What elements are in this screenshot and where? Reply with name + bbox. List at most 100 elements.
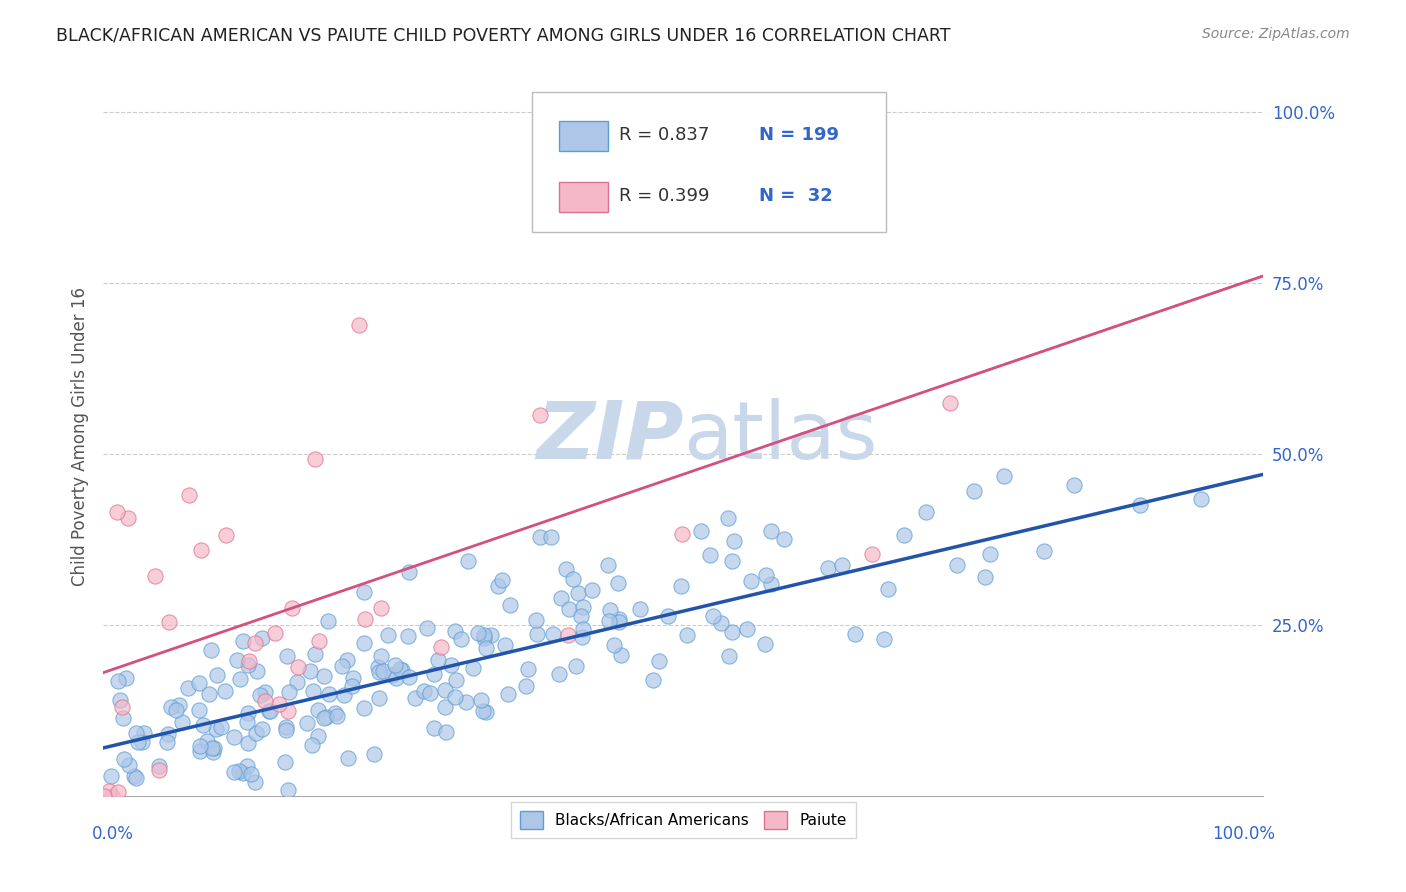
Point <box>127 735 149 749</box>
FancyBboxPatch shape <box>560 120 607 151</box>
Point <box>499 598 522 612</box>
Point <box>367 659 389 673</box>
Point <box>690 524 713 538</box>
Point <box>323 706 346 720</box>
Point <box>100 769 122 783</box>
Point <box>122 769 145 783</box>
Point <box>111 700 134 714</box>
Point <box>430 640 453 654</box>
Point <box>301 683 323 698</box>
Point <box>461 661 484 675</box>
Point <box>277 783 299 797</box>
Point <box>562 572 585 586</box>
Point <box>245 726 267 740</box>
Point <box>276 648 298 663</box>
Point <box>817 561 839 575</box>
Point <box>252 722 274 736</box>
Point <box>202 741 225 756</box>
Point <box>209 720 232 734</box>
Point <box>159 700 181 714</box>
Point <box>993 468 1015 483</box>
Text: N = 199: N = 199 <box>759 126 839 144</box>
Point <box>363 747 385 761</box>
Point <box>472 631 495 645</box>
Point <box>165 703 187 717</box>
Point <box>565 659 588 673</box>
Point <box>571 608 593 623</box>
Point <box>413 684 436 698</box>
Point <box>107 785 129 799</box>
Point <box>524 613 547 627</box>
Point <box>389 662 412 676</box>
Point <box>381 668 404 682</box>
Point <box>467 625 489 640</box>
Point <box>157 615 180 629</box>
Point <box>201 740 224 755</box>
FancyBboxPatch shape <box>533 92 886 232</box>
Point <box>529 408 551 422</box>
Point <box>93 789 115 803</box>
Point <box>314 669 336 683</box>
Point <box>526 626 548 640</box>
Point <box>198 687 221 701</box>
Point <box>423 721 446 735</box>
Point <box>125 771 148 785</box>
Text: Source: ZipAtlas.com: Source: ZipAtlas.com <box>1202 27 1350 41</box>
Point <box>607 612 630 626</box>
Point <box>398 670 420 684</box>
Point <box>308 633 330 648</box>
Text: 100.0%: 100.0% <box>1212 824 1275 843</box>
Point <box>170 714 193 729</box>
Point <box>207 668 229 682</box>
Point <box>195 733 218 747</box>
Point <box>274 755 297 769</box>
Point <box>301 738 323 752</box>
Point <box>229 672 252 686</box>
Point <box>330 659 353 673</box>
Point <box>259 705 281 719</box>
Point <box>326 709 349 723</box>
Point <box>318 686 340 700</box>
Point <box>370 648 392 663</box>
Point <box>201 745 224 759</box>
Point <box>342 671 364 685</box>
Point <box>257 704 280 718</box>
Point <box>723 533 745 548</box>
Point <box>494 639 516 653</box>
Point <box>342 679 364 693</box>
Point <box>337 751 360 765</box>
Point <box>115 671 138 685</box>
Point <box>472 628 495 642</box>
Point <box>893 528 915 542</box>
Point <box>541 626 564 640</box>
Point <box>517 662 540 676</box>
Point <box>200 643 222 657</box>
Point <box>384 671 406 685</box>
Point <box>287 659 309 673</box>
Point <box>298 664 321 678</box>
Point <box>550 591 572 606</box>
Point <box>384 658 406 673</box>
Point <box>315 710 337 724</box>
Point <box>759 577 782 591</box>
Point <box>628 601 651 615</box>
Text: ZIP: ZIP <box>536 398 683 475</box>
Point <box>475 706 498 720</box>
Point <box>529 530 551 544</box>
Point <box>1189 492 1212 507</box>
Point <box>596 558 619 573</box>
Text: BLACK/AFRICAN AMERICAN VS PAIUTE CHILD POVERTY AMONG GIRLS UNDER 16 CORRELATION : BLACK/AFRICAN AMERICAN VS PAIUTE CHILD P… <box>56 27 950 45</box>
Point <box>353 636 375 650</box>
Point <box>675 628 697 642</box>
Point <box>735 622 758 636</box>
Point <box>434 724 457 739</box>
Point <box>215 528 238 542</box>
Point <box>188 744 211 758</box>
Point <box>222 730 245 744</box>
Point <box>444 673 467 687</box>
Point <box>177 681 200 695</box>
Point <box>963 483 986 498</box>
Point <box>236 714 259 729</box>
Point <box>370 601 392 615</box>
Point <box>131 735 153 749</box>
